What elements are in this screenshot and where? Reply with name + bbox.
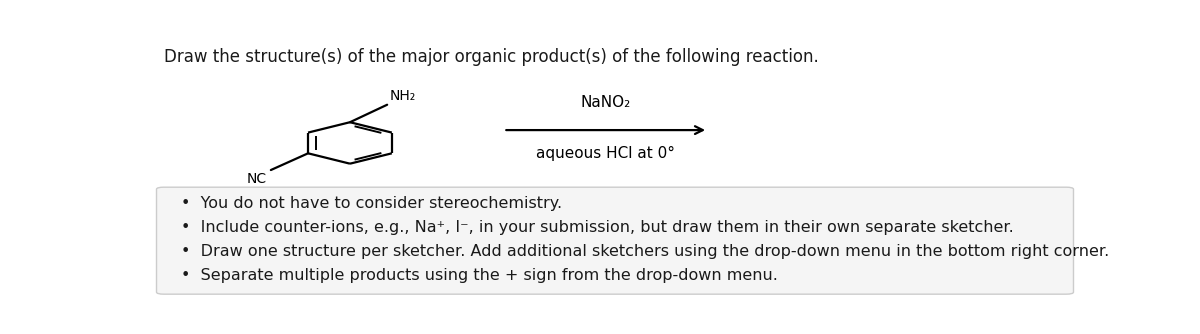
Text: •  You do not have to consider stereochemistry.: • You do not have to consider stereochem…	[181, 196, 562, 211]
Text: NaNO₂: NaNO₂	[581, 95, 631, 110]
Text: NC: NC	[247, 172, 268, 186]
Text: NH₂: NH₂	[390, 90, 416, 104]
FancyBboxPatch shape	[156, 187, 1074, 294]
Text: •  Draw one structure per sketcher. Add additional sketchers using the drop-down: • Draw one structure per sketcher. Add a…	[181, 244, 1109, 259]
Text: aqueous HCl at 0°: aqueous HCl at 0°	[536, 146, 676, 161]
Text: Draw the structure(s) of the major organic product(s) of the following reaction.: Draw the structure(s) of the major organ…	[164, 48, 818, 66]
Text: •  Include counter-ions, e.g., Na⁺, I⁻, in your submission, but draw them in the: • Include counter-ions, e.g., Na⁺, I⁻, i…	[181, 220, 1014, 235]
Text: •  Separate multiple products using the + sign from the drop-down menu.: • Separate multiple products using the +…	[181, 268, 778, 283]
